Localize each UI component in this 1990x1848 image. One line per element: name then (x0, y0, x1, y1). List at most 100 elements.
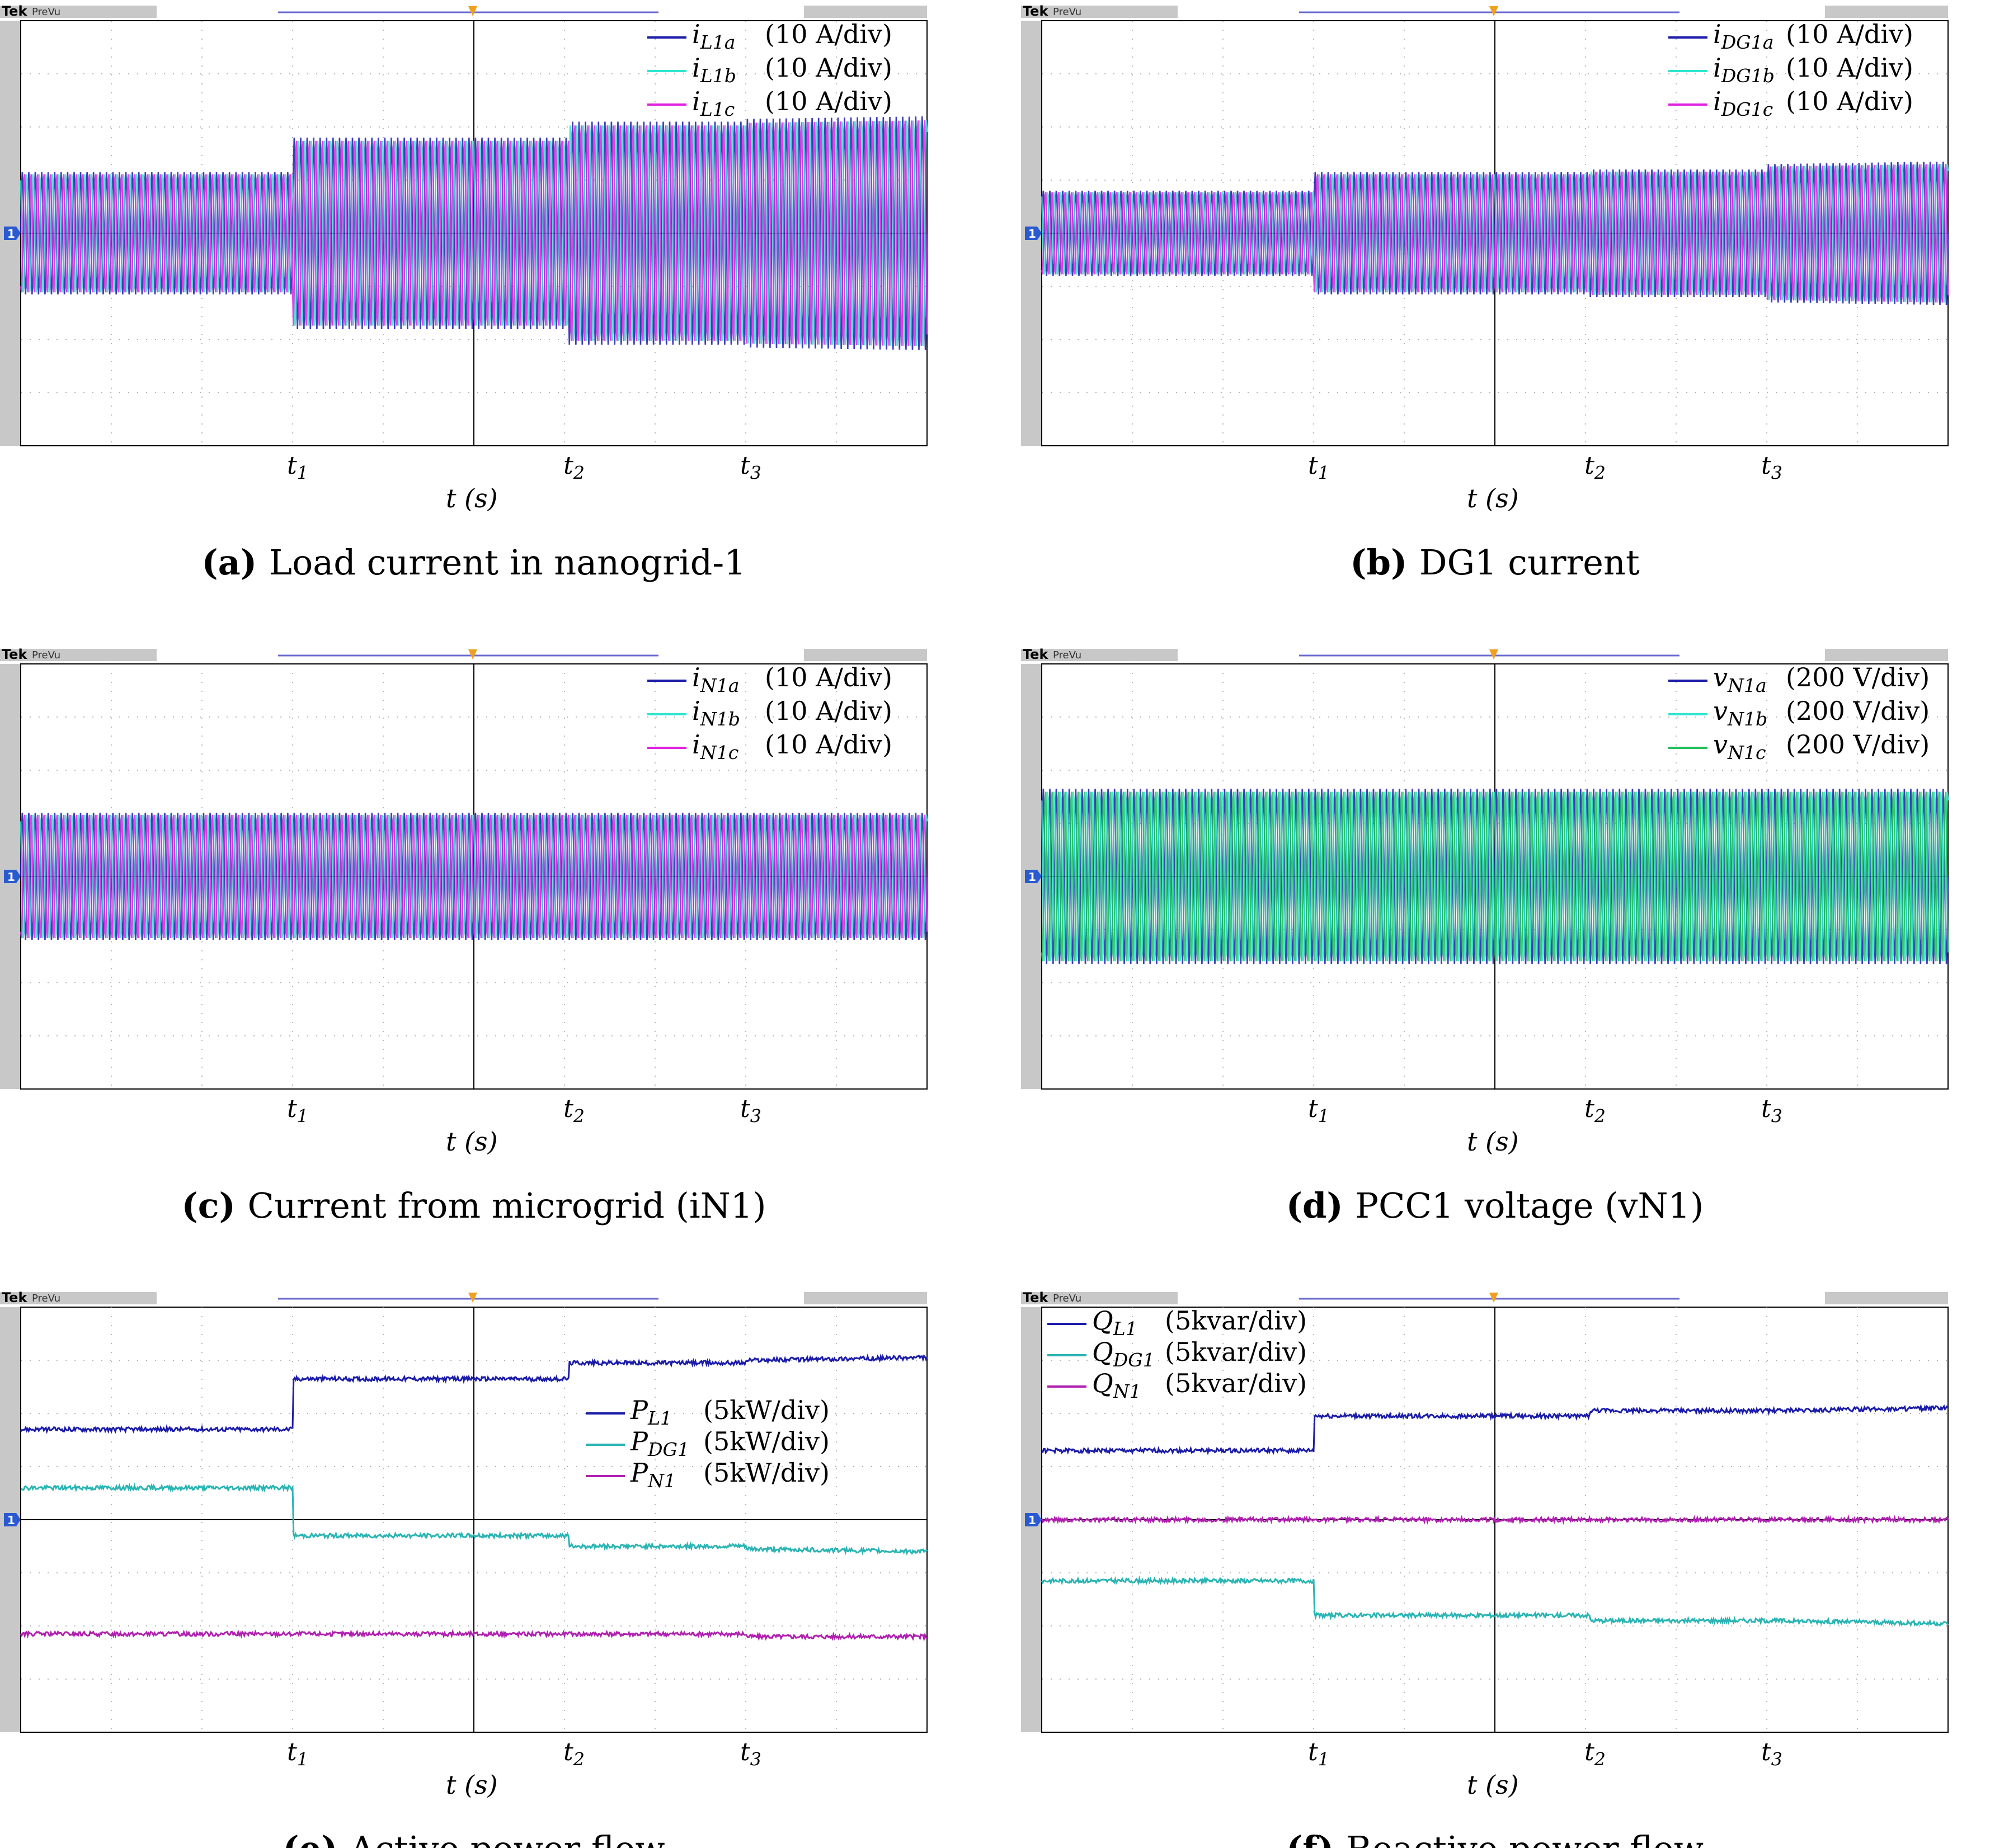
tick-label-t2: t2 (1584, 1095, 1606, 1127)
legend-label-iDG1b: iDG1b (1713, 53, 1775, 87)
trace-iN1c (20, 814, 928, 939)
tick-label-t2: t2 (563, 451, 585, 484)
legend-label-iN1a: iN1a (692, 662, 740, 696)
panel-a: Tek PreVu 1 iL1a (10 A/div) iL1b (10 A/div) iL1… (0, 3, 928, 583)
caption: (a) Load current in nanogrid-1 (201, 542, 746, 583)
trigger-marker (1489, 649, 1498, 659)
panel-d: Tek PreVu 1 vN1a (200 V/div) vN1b (200 V/div) v… (1021, 647, 1949, 1226)
trigger-marker (1489, 1293, 1498, 1303)
legend-label-iL1b: iL1b (692, 53, 736, 87)
x-axis-label: t (s) (1467, 483, 1519, 513)
trace-iN1b (20, 814, 928, 939)
tick-label-t1: t1 (1308, 1738, 1329, 1770)
legend-label-PDG1: PDG1 (630, 1426, 689, 1460)
legend-label-vN1b: vN1b (1713, 696, 1767, 730)
ground-marker-arrow (4, 1513, 21, 1526)
trace-iL1b (20, 120, 928, 346)
legend-label-iL1c: iL1c (692, 86, 735, 120)
x-axis-label: t (s) (446, 483, 498, 513)
trace-vN1b (1041, 791, 1949, 961)
tick-label-t3: t3 (740, 1738, 761, 1770)
legend-scale-iDG1a: (10 A/div) (1786, 19, 1913, 49)
tick-label-t3: t3 (1761, 1738, 1782, 1770)
scope-mode: PreVu (1053, 6, 1081, 18)
trace-vN1c (1041, 791, 1949, 961)
scope-header-left (0, 6, 157, 18)
ground-marker-label: 1 (7, 227, 15, 241)
legend-label-iDG1a: iDG1a (1713, 19, 1774, 53)
tick-label-t2: t2 (1584, 1738, 1606, 1770)
trigger-marker (468, 1293, 477, 1303)
scope-header-right (1825, 1292, 1948, 1304)
trace-iL1c (20, 120, 928, 346)
scope-mode: PreVu (1053, 1293, 1081, 1304)
tick-label-t1: t1 (287, 1738, 308, 1770)
legend-scale-iN1a: (10 A/div) (765, 662, 892, 692)
caption: (c) Current from microgrid (iN1) (181, 1185, 766, 1226)
ground-marker-label: 1 (7, 870, 15, 884)
legend-label-iN1b: iN1b (692, 696, 740, 730)
tick-label-t1: t1 (1308, 1095, 1329, 1127)
scope-mode: PreVu (32, 1293, 60, 1304)
tick-label-t1: t1 (287, 451, 308, 484)
scope-mode: PreVu (32, 649, 60, 661)
panel-c: Tek PreVu 1 iN1a (10 A/div) iN1b (10 A/div) iN1… (0, 647, 928, 1226)
panel-b: Tek PreVu 1 iDG1a (10 A/div) iDG1b (10 A/div) i… (1021, 3, 1949, 583)
trigger-marker (468, 649, 477, 659)
legend-label-PN1: PN1 (630, 1458, 676, 1492)
legend-scale-QL1: (5kvar/div) (1165, 1305, 1307, 1336)
ground-marker-label: 1 (1028, 1514, 1036, 1527)
trace-iDG1c (1041, 164, 1949, 303)
trace-QL1 (1041, 1403, 1949, 1456)
legend-label-PL1: PL1 (630, 1395, 672, 1429)
scope-header-right (804, 649, 927, 661)
legend-scale-iL1c: (10 A/div) (765, 86, 892, 116)
scope-header-left (0, 1292, 157, 1304)
legend-label-QDG1: QDG1 (1092, 1337, 1155, 1371)
trace-iDG1b (1041, 164, 1949, 303)
legend-scale-iDG1c: (10 A/div) (1786, 86, 1913, 116)
trace-iL1a (20, 116, 928, 351)
scope-brand: Tek (1023, 1290, 1048, 1305)
ground-marker-label: 1 (1028, 227, 1036, 241)
ground-marker-arrow (1025, 1513, 1042, 1526)
trace-iDG1a (1041, 161, 1949, 305)
legend-label-iN1c: iN1c (692, 729, 738, 763)
scope-header-left (1021, 1292, 1178, 1304)
legend-scale-PN1: (5kW/div) (703, 1458, 830, 1488)
legend-scale-vN1a: (200 V/div) (1786, 662, 1930, 692)
legend-label-iDG1c: iDG1c (1713, 86, 1773, 120)
scope-header-right (804, 1292, 927, 1304)
ground-marker-arrow (1025, 870, 1042, 883)
trace-PL1 (20, 1353, 928, 1434)
legend-scale-iN1b: (10 A/div) (765, 696, 892, 726)
panel-f: Tek PreVu 1 QL1 (5kvar/div) QDG1 (5kvar/div) QN… (1021, 1290, 1949, 1848)
scope-brand: Tek (1023, 647, 1048, 662)
ground-marker-arrow (1025, 227, 1042, 240)
tick-label-t3: t3 (1761, 1095, 1782, 1127)
legend-scale-iL1b: (10 A/div) (765, 53, 892, 83)
legend-label-QN1: QN1 (1092, 1368, 1141, 1402)
scope-brand: Tek (2, 3, 27, 19)
scope-brand: Tek (1023, 3, 1048, 19)
ground-marker-arrow (4, 870, 21, 883)
trace-PN1 (20, 1629, 928, 1642)
scope-header-left (1021, 6, 1178, 18)
scope-brand: Tek (2, 1290, 27, 1305)
trace-QDG1 (1041, 1575, 1949, 1627)
x-axis-label: t (s) (446, 1126, 498, 1157)
ground-marker-label: 1 (7, 1514, 15, 1527)
trace-vN1a (1041, 789, 1949, 964)
scope-mode: PreVu (1053, 649, 1081, 661)
ground-marker-arrow (4, 227, 21, 240)
tick-label-t2: t2 (563, 1738, 585, 1770)
legend-scale-vN1c: (200 V/div) (1786, 729, 1930, 760)
tick-label-t3: t3 (1761, 451, 1782, 484)
scope-header-left (1021, 649, 1178, 661)
caption: (d) PCC1 voltage (vN1) (1286, 1185, 1704, 1226)
tick-label-t2: t2 (563, 1095, 585, 1127)
tick-label-t3: t3 (740, 1095, 761, 1127)
tick-label-t3: t3 (740, 451, 761, 484)
legend-label-vN1a: vN1a (1713, 662, 1767, 696)
